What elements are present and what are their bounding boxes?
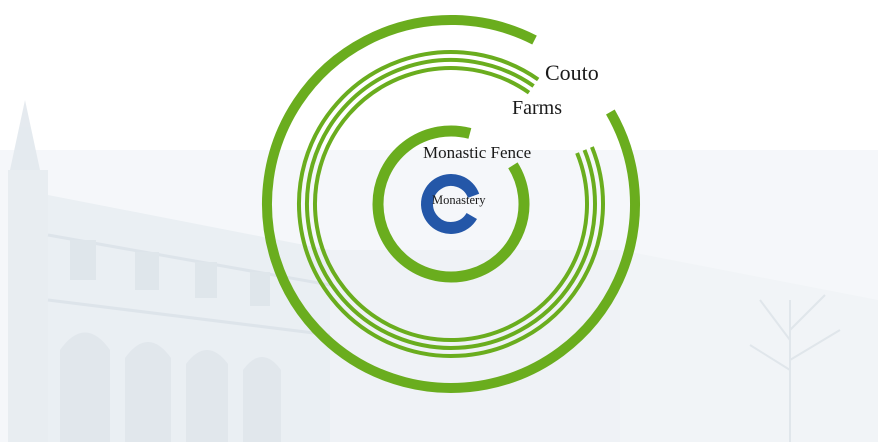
farms-label: Farms [512,97,562,119]
window [195,262,217,298]
tree-silhouette [749,294,841,442]
arch [186,350,228,442]
arch [125,342,171,442]
arch [60,332,110,442]
couto-label: Couto [545,60,599,85]
monastery-label: Monastery [432,193,486,207]
tower-spire [10,100,40,170]
facade-right [620,250,878,442]
window [250,272,270,306]
farms-ring-line [305,57,597,350]
window [135,252,159,290]
monastic-fence-label: Monastic Fence [423,143,531,162]
monastic-fence-ring [372,125,530,283]
couto-ring [262,15,640,393]
arch [243,357,281,442]
farms-ring-line [313,66,589,342]
rings-group [262,15,640,393]
farms-ring-line [297,50,605,358]
window [70,240,96,280]
monastery-core [421,174,480,234]
cornice-lower [47,298,331,337]
tower-body [8,170,48,442]
